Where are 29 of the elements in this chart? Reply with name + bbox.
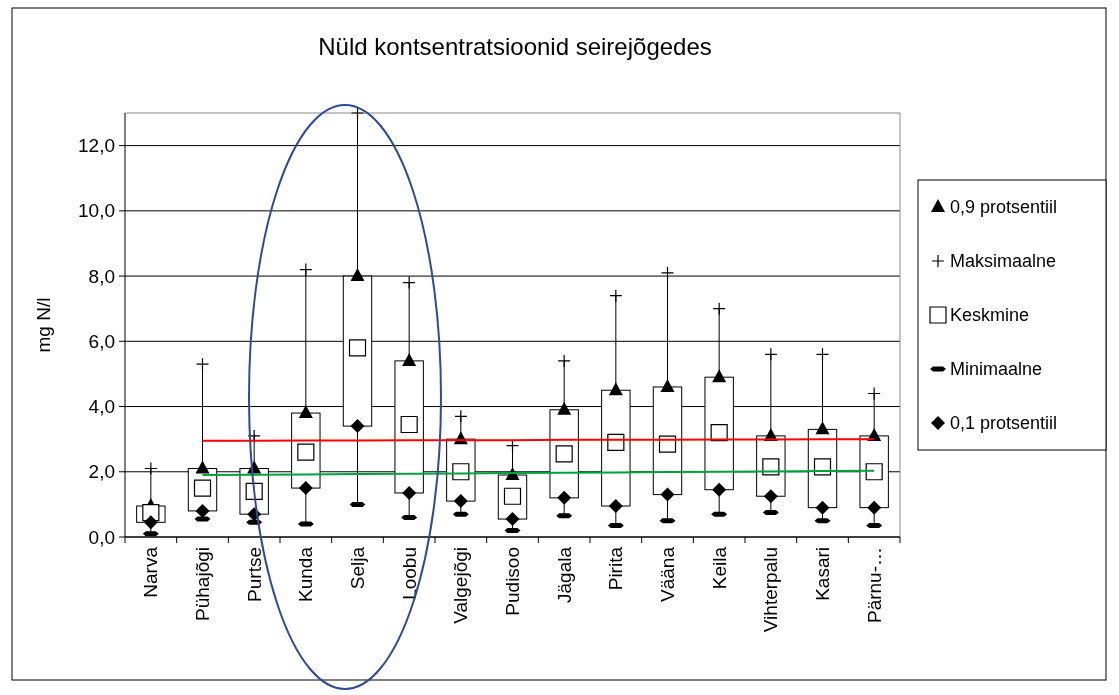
x-tick-label: Kasari xyxy=(812,547,834,601)
y-axis-title: mg N/l xyxy=(33,297,54,353)
y-tick-label: 0,0 xyxy=(88,526,115,548)
legend-label: 0,1 protsentiil xyxy=(950,413,1058,434)
x-tick-label: Kunda xyxy=(295,546,317,602)
x-tick-label: Pirita xyxy=(605,546,627,591)
y-tick-label: 4,0 xyxy=(88,396,115,418)
x-tick-label: Purtse xyxy=(243,547,265,602)
x-tick-label: Pudisoo xyxy=(502,547,524,616)
x-tick-label: Pühajõgi xyxy=(192,547,214,621)
x-tick-label: Vääna xyxy=(657,546,679,602)
y-tick-label: 12,0 xyxy=(78,135,115,157)
x-tick-label: Jägala xyxy=(553,546,575,603)
y-tick-label: 2,0 xyxy=(88,461,115,483)
x-tick-label: Loobu xyxy=(398,547,420,600)
y-tick-label: 10,0 xyxy=(78,200,115,222)
x-tick-label: Valgejõgi xyxy=(450,547,472,624)
x-tick-label: Pärnu-… xyxy=(863,547,885,624)
x-tick-label: Selja xyxy=(347,546,369,590)
y-tick-label: 6,0 xyxy=(88,330,115,352)
legend-label: Maksimaalne xyxy=(950,251,1057,272)
x-tick-label: Keila xyxy=(708,546,730,590)
legend-label: Keskmine xyxy=(950,305,1030,326)
chart-title: Nüld kontsentratsioonid seirejõgedes xyxy=(318,33,712,60)
x-tick-label: Vihterpalu xyxy=(760,547,782,633)
legend-label: 0,9 protsentiil xyxy=(950,197,1058,218)
x-tick-label: Narva xyxy=(140,546,162,598)
y-tick-label: 8,0 xyxy=(88,265,115,287)
legend-label: Minimaalne xyxy=(950,359,1043,380)
